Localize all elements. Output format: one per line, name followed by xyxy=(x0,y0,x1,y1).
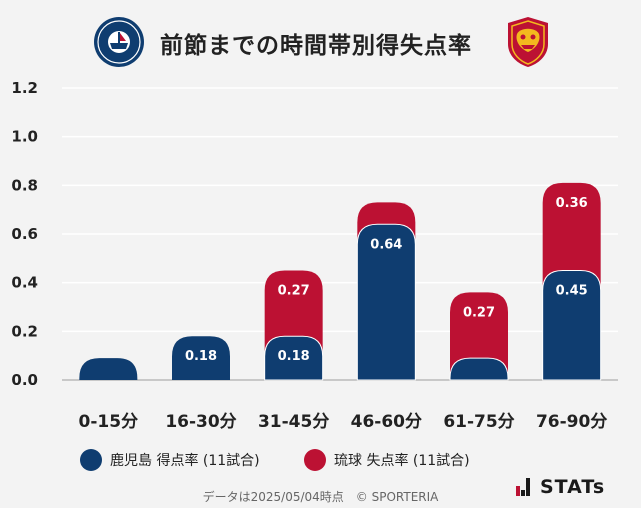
data-label: 0.27 xyxy=(278,284,310,299)
bar-kagoshima xyxy=(79,358,138,380)
data-label: 0.36 xyxy=(556,196,588,211)
legend-swatch-ryukyu xyxy=(304,449,326,471)
kagoshima-united-logo xyxy=(94,17,144,67)
bar-kagoshima xyxy=(264,335,324,381)
data-label: 0.18 xyxy=(278,349,310,364)
x-tick-label: 76-90分 xyxy=(536,412,607,432)
ryukyu-logo xyxy=(508,17,548,67)
stats-logo-icon xyxy=(516,478,530,496)
legend-label-ryukyu: 琉球 失点率 (11試合) xyxy=(334,453,470,469)
bar-kagoshima xyxy=(542,270,602,381)
y-tick-label: 0.6 xyxy=(11,225,38,243)
y-tick-label: 0.0 xyxy=(11,371,38,389)
y-tick-label: 1.2 xyxy=(11,79,38,97)
x-tick-label: 0-15分 xyxy=(79,412,139,432)
stats-brand: STATs xyxy=(516,476,605,498)
footer-note: データは2025/05/04時点 © SPORTERIA xyxy=(202,490,439,504)
y-tick-label: 0.4 xyxy=(11,274,38,292)
legend-item-ryukyu: 琉球 失点率 (11試合) xyxy=(304,449,470,471)
legend-item-kagoshima: 鹿児島 得点率 (11試合) xyxy=(80,449,260,471)
x-tick-label: 61-75分 xyxy=(443,412,514,432)
bar-kagoshima xyxy=(356,223,416,381)
y-tick-label: 1.0 xyxy=(11,128,38,146)
x-tick-label: 46-60分 xyxy=(351,412,422,432)
data-label: 0.18 xyxy=(185,349,217,364)
y-tick-label: 0.2 xyxy=(11,322,38,340)
x-tick-label: 31-45分 xyxy=(258,412,329,432)
legend-swatch-kagoshima xyxy=(80,449,102,471)
chart-legend: 鹿児島 得点率 (11試合) 琉球 失点率 (11試合) xyxy=(0,449,641,475)
y-tick-label: 0.8 xyxy=(11,176,38,194)
bar-kagoshima xyxy=(172,336,230,380)
chart-header: 前節までの時間帯別得失点率 xyxy=(0,0,641,80)
stats-brand-name: STATs xyxy=(540,476,606,498)
x-tick-label: 16-30分 xyxy=(165,412,236,432)
chart-title: 前節までの時間帯別得失点率 xyxy=(160,33,472,59)
data-label: 0.27 xyxy=(463,305,495,320)
data-label: 0.64 xyxy=(370,237,402,252)
legend-label-kagoshima: 鹿児島 得点率 (11試合) xyxy=(110,453,260,469)
bar-chart: 0.0 0.2 0.4 0.6 0.8 1.0 1.2 0-15分 0.18 16-30分 0.18… xyxy=(11,79,618,432)
bar-kagoshima xyxy=(449,357,509,381)
data-label: 0.45 xyxy=(556,284,588,299)
